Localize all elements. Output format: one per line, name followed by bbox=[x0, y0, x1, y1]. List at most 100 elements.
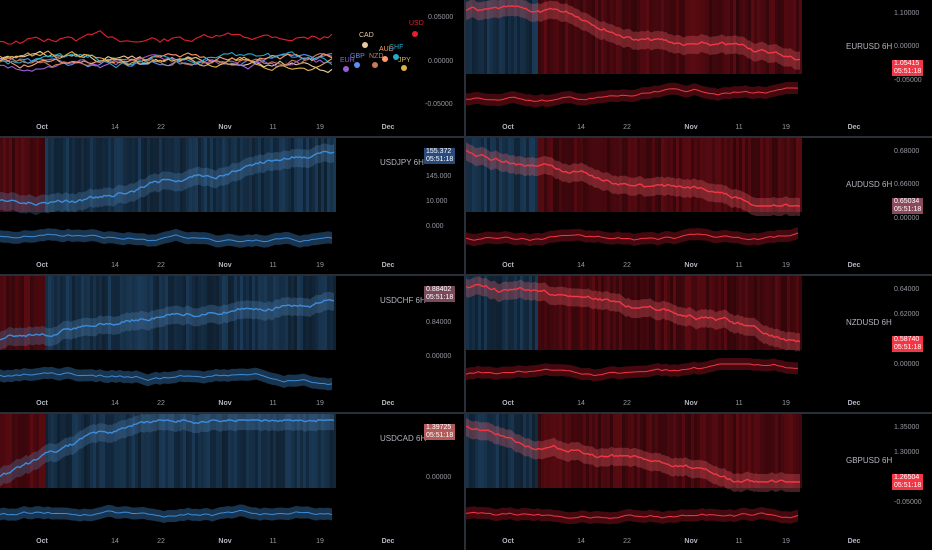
regime-band bbox=[718, 138, 721, 212]
last-price: 0.88402 bbox=[426, 286, 452, 293]
chart-pane-usdchf[interactable]: USDCHF 6H0.860000.840000.000000.8840205:… bbox=[0, 276, 464, 412]
regime-band bbox=[541, 414, 544, 488]
x-tick: Oct bbox=[502, 124, 514, 131]
regime-band bbox=[228, 414, 231, 488]
regime-band bbox=[84, 414, 87, 488]
regime-band bbox=[574, 138, 577, 212]
regime-band bbox=[162, 414, 165, 488]
regime-band bbox=[51, 276, 54, 350]
x-tick: Oct bbox=[36, 262, 48, 269]
regime-band bbox=[619, 0, 622, 74]
regime-band bbox=[252, 138, 255, 212]
regime-band bbox=[6, 138, 9, 212]
regime-band bbox=[532, 414, 535, 488]
regime-band bbox=[36, 414, 39, 488]
regime-band bbox=[54, 414, 57, 488]
horizontal-divider[interactable] bbox=[0, 274, 932, 276]
regime-band bbox=[661, 414, 664, 488]
oscillator-line bbox=[466, 511, 799, 519]
y-tick: 0.05000 bbox=[428, 14, 454, 21]
regime-band bbox=[610, 414, 613, 488]
regime-band bbox=[156, 414, 159, 488]
regime-band bbox=[150, 414, 153, 488]
regime-band bbox=[237, 138, 240, 212]
regime-band bbox=[598, 0, 601, 74]
horizontal-divider[interactable] bbox=[0, 412, 932, 414]
horizontal-divider[interactable] bbox=[0, 136, 932, 138]
regime-band bbox=[249, 138, 252, 212]
regime-band bbox=[466, 138, 469, 212]
regime-band bbox=[60, 276, 63, 350]
regime-band bbox=[108, 138, 111, 212]
regime-band bbox=[589, 414, 592, 488]
regime-band bbox=[520, 414, 523, 488]
regime-band bbox=[264, 414, 267, 488]
regime-band bbox=[643, 276, 646, 350]
regime-band bbox=[616, 138, 619, 212]
regime-band bbox=[258, 276, 261, 350]
regime-band bbox=[496, 0, 499, 74]
regime-band bbox=[718, 276, 721, 350]
regime-band bbox=[595, 0, 598, 74]
regime-band bbox=[529, 0, 532, 74]
regime-band bbox=[63, 138, 66, 212]
overview-pane[interactable]: 0.05000 0.00000 -0.05000 Oct 14 22 Nov 1… bbox=[0, 0, 464, 136]
regime-band bbox=[721, 0, 724, 74]
regime-band bbox=[505, 414, 508, 488]
regime-band bbox=[174, 414, 177, 488]
regime-band bbox=[715, 138, 718, 212]
regime-band bbox=[69, 276, 72, 350]
price-line bbox=[466, 283, 801, 343]
regime-band bbox=[700, 414, 703, 488]
regime-band bbox=[201, 414, 204, 488]
chart-pane-audusd[interactable]: AUDUSD 6H 0.68000 0.66000 0.00000 0.65034 05:… bbox=[466, 138, 932, 274]
x-tick: 19 bbox=[316, 262, 324, 269]
x-tick: 14 bbox=[111, 400, 119, 407]
regime-band bbox=[619, 414, 622, 488]
regime-band bbox=[523, 0, 526, 74]
regime-band bbox=[24, 138, 27, 212]
regime-band bbox=[321, 138, 324, 212]
x-tick: 11 bbox=[269, 400, 277, 407]
regime-band bbox=[796, 414, 799, 488]
regime-band bbox=[742, 138, 745, 212]
regime-band bbox=[198, 276, 201, 350]
chart-pane-usdjpy[interactable]: USDJPY 6H150.000145.00010.0000.000155.37… bbox=[0, 138, 464, 274]
regime-band bbox=[222, 414, 225, 488]
currency-label-jpy: JPY bbox=[398, 57, 411, 64]
price-line bbox=[466, 425, 800, 483]
regime-band bbox=[670, 414, 673, 488]
regime-band bbox=[790, 414, 793, 488]
regime-band bbox=[775, 0, 778, 74]
regime-band bbox=[667, 138, 670, 212]
regime-band bbox=[189, 138, 192, 212]
chart-pane-nzdusd[interactable]: NZDUSD 6H0.640000.620000.600000.000000.5… bbox=[466, 276, 932, 412]
x-tick: 14 bbox=[111, 124, 119, 131]
currency-strength-chart bbox=[0, 30, 333, 74]
regime-band bbox=[781, 414, 784, 488]
regime-band bbox=[538, 414, 541, 488]
regime-band bbox=[721, 138, 724, 212]
regime-band bbox=[547, 414, 550, 488]
regime-band bbox=[21, 414, 24, 488]
x-tick: 11 bbox=[269, 124, 277, 131]
regime-band bbox=[685, 276, 688, 350]
regime-band bbox=[162, 138, 165, 212]
regime-band bbox=[607, 0, 610, 74]
regime-band bbox=[640, 414, 643, 488]
regime-band bbox=[538, 0, 541, 74]
regime-band bbox=[72, 138, 75, 212]
regime-band bbox=[595, 138, 598, 212]
regime-band bbox=[150, 138, 153, 212]
currency-dot-eur bbox=[343, 66, 349, 72]
chart-pane-usdcad[interactable]: USDCAD 6H1.350000.000001.3972505:51:18Oc… bbox=[0, 414, 464, 550]
regime-band bbox=[15, 276, 18, 350]
regime-band bbox=[727, 0, 730, 74]
regime-band bbox=[475, 0, 478, 74]
chart-pane-gbpusd[interactable]: GBPUSD 6H1.350001.300000.00000-0.050001.… bbox=[466, 414, 932, 550]
chart-pane-eurusd[interactable]: EURUSD 6H 1.10000 0.00000 -0.05000 1.05415 05… bbox=[466, 0, 932, 136]
regime-band bbox=[90, 414, 93, 488]
regime-band bbox=[700, 0, 703, 74]
regime-band bbox=[535, 276, 538, 350]
regime-band bbox=[730, 414, 733, 488]
